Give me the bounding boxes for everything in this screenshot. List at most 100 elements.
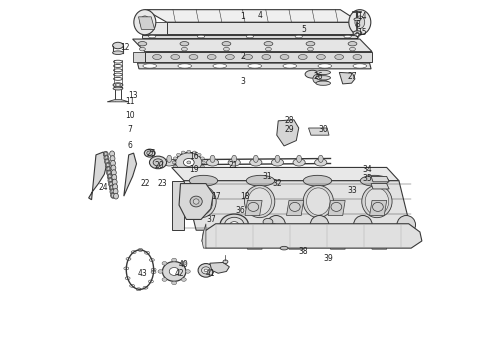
- Ellipse shape: [180, 41, 189, 46]
- Text: 1: 1: [240, 12, 245, 21]
- Ellipse shape: [283, 64, 296, 68]
- Ellipse shape: [189, 175, 218, 186]
- Ellipse shape: [335, 54, 343, 59]
- Text: 13: 13: [128, 91, 137, 100]
- Ellipse shape: [206, 159, 219, 166]
- Ellipse shape: [264, 41, 273, 46]
- Ellipse shape: [303, 175, 332, 186]
- Ellipse shape: [228, 159, 240, 166]
- Ellipse shape: [176, 153, 180, 156]
- Ellipse shape: [162, 262, 186, 281]
- Polygon shape: [202, 224, 422, 248]
- Polygon shape: [172, 167, 399, 181]
- Ellipse shape: [114, 193, 119, 199]
- Polygon shape: [139, 17, 155, 30]
- Ellipse shape: [353, 64, 367, 68]
- Ellipse shape: [109, 185, 114, 191]
- Ellipse shape: [197, 153, 201, 156]
- Ellipse shape: [190, 196, 202, 207]
- Polygon shape: [145, 22, 167, 34]
- Ellipse shape: [187, 150, 191, 153]
- Ellipse shape: [173, 157, 177, 160]
- Ellipse shape: [172, 258, 176, 262]
- Ellipse shape: [200, 157, 204, 160]
- Ellipse shape: [280, 54, 289, 59]
- Polygon shape: [369, 201, 387, 216]
- Ellipse shape: [193, 199, 199, 204]
- Ellipse shape: [171, 54, 180, 59]
- Ellipse shape: [197, 168, 201, 171]
- Ellipse shape: [110, 189, 115, 194]
- Ellipse shape: [111, 165, 116, 171]
- Ellipse shape: [349, 47, 355, 51]
- Ellipse shape: [365, 188, 389, 215]
- Polygon shape: [287, 234, 304, 249]
- Ellipse shape: [158, 270, 163, 273]
- Ellipse shape: [317, 54, 325, 59]
- Ellipse shape: [270, 224, 277, 230]
- Ellipse shape: [193, 171, 196, 174]
- Ellipse shape: [275, 155, 280, 162]
- Ellipse shape: [267, 216, 286, 234]
- Ellipse shape: [263, 219, 273, 226]
- Ellipse shape: [181, 278, 186, 282]
- Ellipse shape: [318, 64, 332, 68]
- Ellipse shape: [316, 81, 331, 85]
- Text: 12: 12: [121, 43, 130, 52]
- Ellipse shape: [198, 264, 214, 277]
- Polygon shape: [277, 120, 299, 146]
- Text: 18: 18: [240, 192, 250, 201]
- Polygon shape: [124, 153, 137, 196]
- Ellipse shape: [153, 159, 163, 166]
- Ellipse shape: [197, 35, 205, 38]
- Text: 6: 6: [128, 141, 133, 150]
- Text: 20: 20: [155, 161, 164, 170]
- Ellipse shape: [148, 35, 156, 38]
- Polygon shape: [339, 72, 355, 84]
- Text: 29: 29: [284, 125, 294, 134]
- Text: 41: 41: [206, 269, 216, 278]
- Ellipse shape: [331, 238, 342, 247]
- Ellipse shape: [193, 151, 196, 154]
- Ellipse shape: [213, 64, 226, 68]
- Ellipse shape: [113, 87, 123, 90]
- Ellipse shape: [307, 188, 330, 215]
- Ellipse shape: [187, 172, 191, 175]
- Ellipse shape: [316, 70, 331, 75]
- Ellipse shape: [248, 64, 262, 68]
- Ellipse shape: [354, 18, 361, 21]
- Ellipse shape: [145, 149, 155, 157]
- Ellipse shape: [163, 159, 175, 166]
- Text: 31: 31: [262, 172, 272, 181]
- Polygon shape: [133, 39, 372, 51]
- Ellipse shape: [110, 151, 115, 157]
- Polygon shape: [309, 128, 329, 135]
- Ellipse shape: [111, 193, 116, 198]
- Polygon shape: [371, 176, 389, 182]
- Ellipse shape: [360, 175, 389, 186]
- Ellipse shape: [116, 84, 121, 86]
- Ellipse shape: [349, 10, 371, 35]
- Ellipse shape: [244, 54, 252, 59]
- Ellipse shape: [103, 151, 108, 157]
- Text: 7: 7: [128, 125, 133, 134]
- Ellipse shape: [315, 159, 327, 166]
- Text: 11: 11: [125, 96, 135, 105]
- Ellipse shape: [250, 159, 262, 166]
- Text: 34: 34: [362, 165, 372, 174]
- Ellipse shape: [143, 64, 157, 68]
- Polygon shape: [172, 181, 184, 230]
- Polygon shape: [371, 184, 389, 189]
- Ellipse shape: [280, 246, 288, 250]
- Text: 43: 43: [138, 269, 147, 278]
- Text: 2: 2: [240, 52, 245, 61]
- Ellipse shape: [113, 42, 123, 49]
- Ellipse shape: [262, 54, 270, 59]
- Ellipse shape: [253, 155, 258, 162]
- Ellipse shape: [248, 202, 259, 211]
- Ellipse shape: [318, 80, 329, 85]
- Text: 39: 39: [323, 255, 333, 264]
- Ellipse shape: [223, 47, 229, 51]
- Text: 16: 16: [189, 152, 198, 161]
- Text: 19: 19: [189, 165, 198, 174]
